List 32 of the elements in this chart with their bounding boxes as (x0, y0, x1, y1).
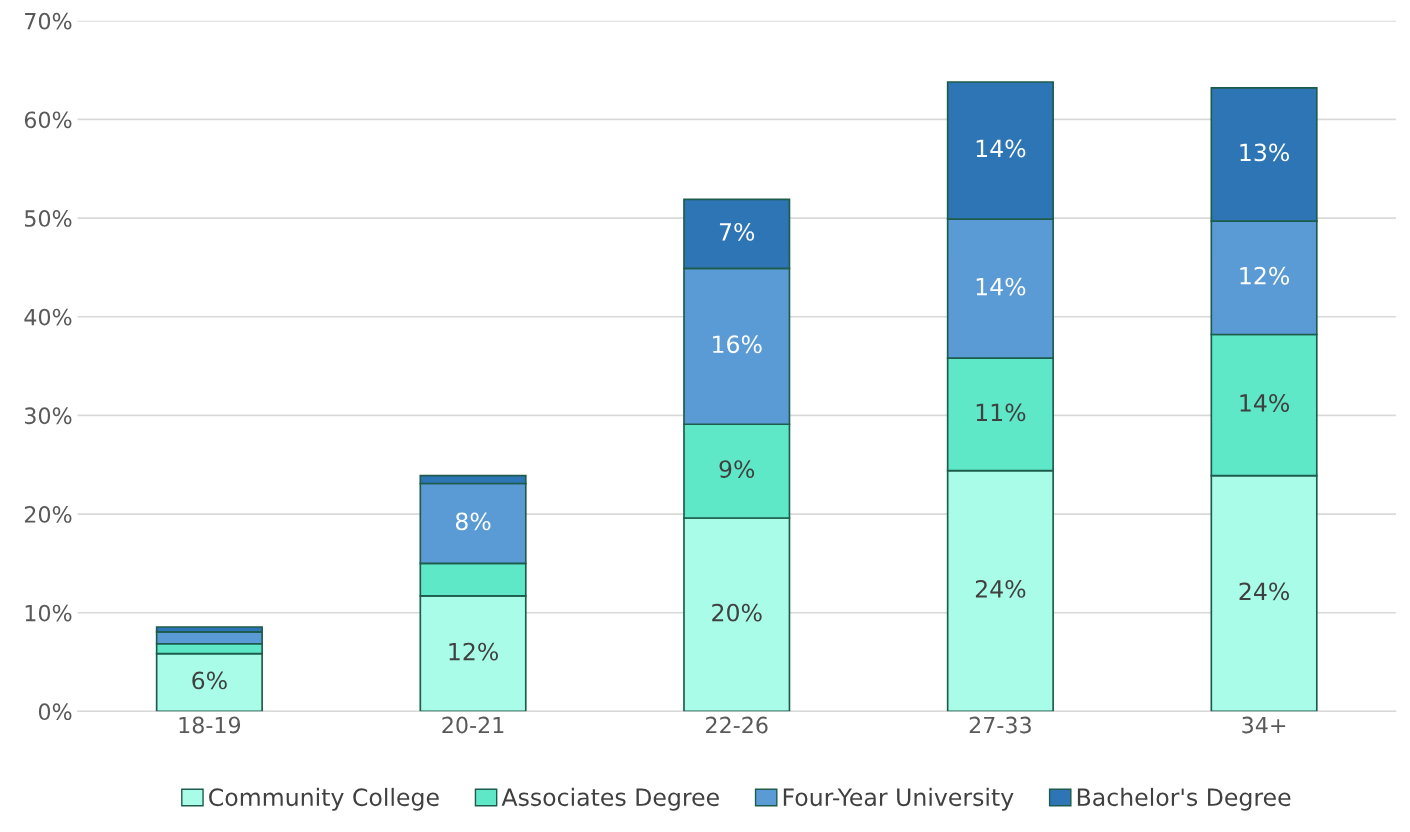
x-tick-label: 22-26 (706, 716, 768, 734)
data-label: 20% (712, 603, 762, 622)
data-label: 11% (976, 403, 1026, 422)
legend-label: Associates Degree (501, 787, 719, 811)
y-tick-label: 30% (24, 407, 72, 425)
y-tick-label: 60% (24, 111, 72, 129)
legend-label: Community College (209, 787, 439, 811)
data-label: 12% (1240, 266, 1289, 285)
data-label: 7% (719, 222, 755, 241)
legend-label: Four-Year University (783, 787, 1014, 811)
data-label: 9% (719, 460, 755, 478)
data-label: 14% (1240, 394, 1289, 412)
data-label: 24% (975, 580, 1026, 598)
x-tick-label: 27-33 (969, 716, 1031, 734)
legend-label: Bachelor's Degree (1077, 787, 1291, 811)
data-label: 6% (192, 671, 227, 690)
x-tick-label: 20-21 (442, 716, 504, 734)
x-tick-label: 34+ (1242, 716, 1286, 734)
data-label: 13% (1240, 143, 1289, 162)
data-label: 12% (449, 642, 498, 661)
data-label: 24% (1239, 582, 1289, 601)
data-label: 14% (976, 277, 1026, 296)
y-tick-label: 70% (25, 12, 72, 30)
y-tick-label: 20% (24, 506, 72, 523)
y-tick-label: 40% (24, 308, 72, 326)
data-label: 14% (976, 139, 1026, 158)
data-label: 8% (455, 512, 491, 531)
data-label: 16% (713, 335, 762, 354)
y-tick-label: 0% (38, 703, 72, 721)
x-tick-label: 18-19 (179, 716, 241, 734)
y-tick-label: 50% (25, 210, 72, 227)
y-tick-label: 10% (25, 604, 72, 622)
